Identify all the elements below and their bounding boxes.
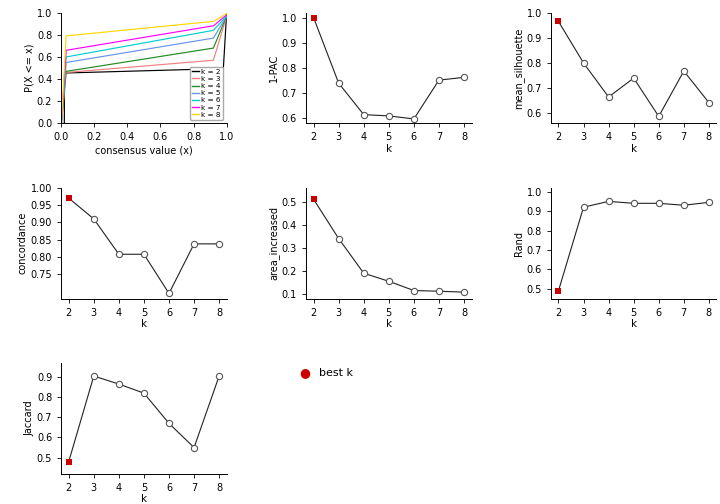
- Legend: k = 2, k = 3, k = 4, k = 5, k = 6, k = 7, k = 8: k = 2, k = 3, k = 4, k = 5, k = 6, k = 7…: [190, 67, 223, 120]
- X-axis label: k: k: [631, 319, 636, 329]
- X-axis label: k: k: [141, 494, 147, 504]
- k = 5: [130, 48, 138, 54]
- k = 7: [130, 36, 138, 42]
- Y-axis label: concordance: concordance: [18, 212, 28, 274]
- k = 5: [186, 39, 194, 45]
- k = 7: [186, 27, 194, 33]
- k = 3: [124, 65, 132, 71]
- k = 5: [57, 120, 66, 127]
- k = 3: [189, 59, 197, 65]
- k = 4: [124, 58, 132, 65]
- k = 8: [57, 120, 66, 127]
- k = 8: [124, 27, 132, 33]
- k = 4: [130, 57, 138, 64]
- X-axis label: k: k: [631, 144, 636, 154]
- k = 7: [57, 120, 66, 127]
- Line: k = 8: k = 8: [61, 14, 227, 123]
- k = 6: [189, 31, 197, 37]
- k = 2: [186, 67, 194, 73]
- k = 2: [130, 68, 138, 74]
- k = 5: [73, 57, 82, 64]
- k = 4: [186, 49, 194, 55]
- k = 6: [57, 120, 66, 127]
- k = 6: [171, 34, 179, 40]
- k = 6: [73, 52, 82, 58]
- k = 6: [186, 32, 194, 38]
- k = 7: [189, 26, 197, 32]
- Text: ●: ●: [299, 366, 310, 380]
- Y-axis label: 1-PAC: 1-PAC: [269, 54, 279, 82]
- k = 8: [189, 21, 197, 27]
- k = 6: [124, 43, 132, 49]
- k = 5: [222, 13, 231, 19]
- X-axis label: k: k: [386, 144, 392, 154]
- k = 8: [73, 32, 82, 38]
- k = 3: [171, 60, 179, 67]
- k = 2: [189, 67, 197, 73]
- k = 8: [171, 22, 179, 28]
- k = 6: [130, 42, 138, 48]
- k = 5: [171, 41, 179, 47]
- k = 3: [57, 120, 66, 127]
- k = 3: [130, 64, 138, 70]
- Text: best k: best k: [319, 368, 353, 378]
- Y-axis label: Jaccard: Jaccard: [24, 401, 34, 436]
- k = 6: [222, 13, 231, 19]
- Y-axis label: Rand: Rand: [514, 231, 523, 256]
- Y-axis label: area_increased: area_increased: [268, 206, 279, 280]
- Line: k = 2: k = 2: [61, 13, 227, 123]
- k = 4: [73, 67, 82, 73]
- k = 4: [189, 48, 197, 54]
- k = 8: [130, 26, 138, 32]
- X-axis label: consensus value (x): consensus value (x): [95, 145, 193, 155]
- k = 4: [57, 120, 66, 127]
- k = 2: [222, 10, 231, 16]
- k = 5: [124, 49, 132, 55]
- k = 3: [73, 69, 82, 75]
- k = 3: [186, 59, 194, 65]
- k = 8: [222, 11, 231, 17]
- X-axis label: k: k: [141, 319, 147, 329]
- k = 8: [186, 21, 194, 27]
- k = 2: [57, 120, 66, 127]
- Line: k = 6: k = 6: [61, 16, 227, 123]
- k = 7: [171, 29, 179, 35]
- Line: k = 5: k = 5: [61, 16, 227, 123]
- k = 3: [222, 13, 231, 19]
- k = 4: [171, 51, 179, 57]
- Y-axis label: P(X <= x): P(X <= x): [24, 44, 34, 92]
- k = 5: [189, 38, 197, 44]
- k = 7: [124, 37, 132, 43]
- k = 4: [222, 13, 231, 19]
- Line: k = 4: k = 4: [61, 16, 227, 123]
- k = 2: [73, 70, 82, 76]
- k = 2: [124, 68, 132, 74]
- X-axis label: k: k: [386, 319, 392, 329]
- Line: k = 3: k = 3: [61, 16, 227, 123]
- k = 2: [171, 67, 179, 73]
- k = 7: [222, 12, 231, 18]
- Y-axis label: mean_silhouette: mean_silhouette: [513, 27, 523, 109]
- k = 7: [73, 45, 82, 51]
- Line: k = 7: k = 7: [61, 15, 227, 123]
